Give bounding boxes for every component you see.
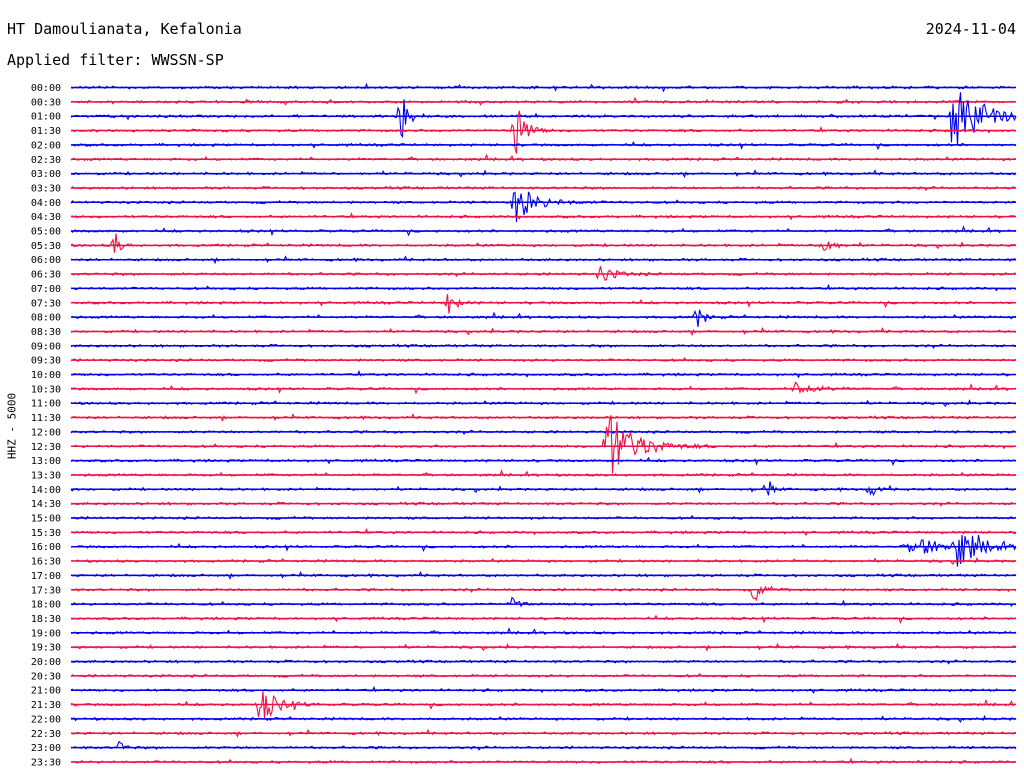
station-title: HT Damoulianata, Kefalonia — [7, 20, 242, 38]
row-time-label: 00:30 — [31, 97, 61, 108]
row-time-label: 22:00 — [31, 714, 61, 725]
seismic-trace — [70, 415, 1017, 474]
seismic-trace — [70, 627, 1017, 636]
row-time-label: 19:30 — [31, 643, 61, 654]
seismic-trace — [70, 309, 1017, 327]
row-time-label: 16:30 — [31, 557, 61, 568]
row-time-label: 04:30 — [31, 212, 61, 223]
row-time-label: 07:00 — [31, 284, 61, 295]
row-time-label: 07:30 — [31, 298, 61, 309]
row-time-label: 13:30 — [31, 470, 61, 481]
row-time-label: 23:00 — [31, 743, 61, 754]
row-time-label: 03:00 — [31, 169, 61, 180]
row-time-label: 03:30 — [31, 183, 61, 194]
row-time-label: 13:00 — [31, 456, 61, 467]
row-time-label: 21:30 — [31, 700, 61, 711]
row-time-label: 06:00 — [31, 255, 61, 266]
row-time-label: 08:00 — [31, 313, 61, 324]
row-time-label: 10:30 — [31, 384, 61, 395]
row-time-label: 00:00 — [31, 83, 61, 94]
seismic-trace — [70, 481, 1017, 497]
seismic-trace — [70, 596, 1017, 608]
row-time-label: 08:30 — [31, 327, 61, 338]
seismic-trace — [70, 294, 1017, 314]
row-time-label: 12:00 — [31, 427, 61, 438]
row-time-label: 17:30 — [31, 585, 61, 596]
row-time-label: 16:00 — [31, 542, 61, 553]
seismic-trace — [70, 585, 1017, 602]
seismic-trace — [70, 233, 1017, 253]
row-time-label: 02:30 — [31, 155, 61, 166]
row-time-label: 20:00 — [31, 657, 61, 668]
row-time-label: 15:00 — [31, 514, 61, 525]
seismic-trace — [70, 740, 1017, 751]
row-time-label: 18:30 — [31, 614, 61, 625]
row-time-label: 09:30 — [31, 356, 61, 367]
row-time-label: 11:00 — [31, 399, 61, 410]
row-time-label: 05:00 — [31, 227, 61, 238]
row-time-label: 12:30 — [31, 442, 61, 453]
row-time-label: 14:30 — [31, 499, 61, 510]
seismic-trace — [70, 381, 1017, 395]
row-time-label: 18:00 — [31, 600, 61, 611]
row-time-label: 09:00 — [31, 341, 61, 352]
row-time-label: 15:30 — [31, 528, 61, 539]
row-time-label: 06:30 — [31, 270, 61, 281]
row-time-label: 05:30 — [31, 241, 61, 252]
row-time-label: 22:30 — [31, 729, 61, 740]
row-time-label: 04:00 — [31, 198, 61, 209]
seismic-trace — [70, 92, 1017, 146]
row-time-label: 17:00 — [31, 571, 61, 582]
row-time-label: 02:00 — [31, 140, 61, 151]
row-time-label: 01:00 — [31, 112, 61, 123]
row-time-label: 21:00 — [31, 686, 61, 697]
filter-label: Applied filter: WWSSN-SP — [7, 51, 224, 69]
row-time-label: 10:00 — [31, 370, 61, 381]
seismic-trace — [70, 266, 1017, 282]
row-time-label: 11:30 — [31, 413, 61, 424]
record-date: 2024-11-04 — [925, 20, 1016, 38]
row-time-label: 23:30 — [31, 757, 61, 768]
row-time-label: 19:00 — [31, 628, 61, 639]
row-time-label: 20:30 — [31, 671, 61, 682]
row-time-label: 14:00 — [31, 485, 61, 496]
row-time-label: 01:30 — [31, 126, 61, 137]
